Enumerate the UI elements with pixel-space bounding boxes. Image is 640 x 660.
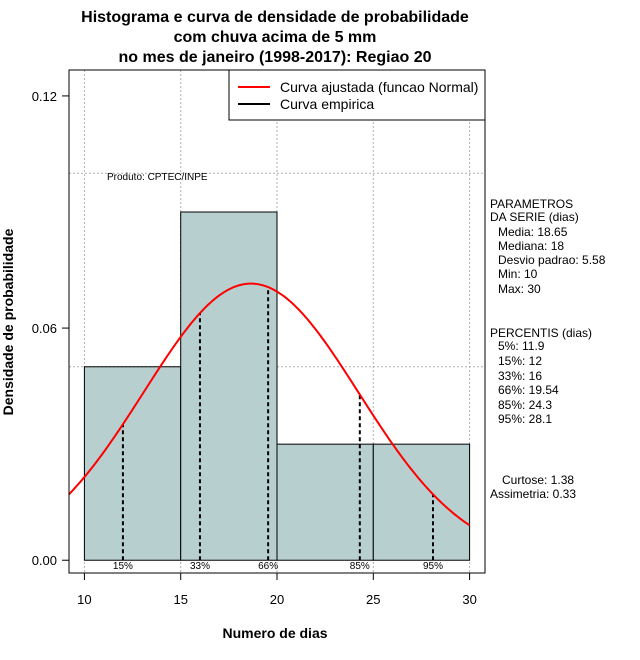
title-line-2: com chuva acima de 5 mm [174, 29, 377, 46]
title-line-1: Histograma e curva de densidade de proba… [81, 9, 469, 26]
percentile-label-66: 66% [258, 561, 278, 572]
y-axis-title: Densidade de probabilidade [0, 228, 16, 415]
param-max: Max: 30 [498, 282, 541, 296]
x-tick-label-30: 30 [462, 592, 476, 607]
percentil-66: 66%: 19.54 [498, 383, 559, 397]
curtose: Curtose: 1.38 [502, 473, 574, 487]
legend: Curva ajustada (funcao Normal) Curva emp… [228, 69, 486, 121]
y-tick-label-0: 0.00 [32, 553, 57, 568]
histogram-bar-3 [276, 443, 374, 561]
x-tick-label-25: 25 [366, 592, 380, 607]
legend-label-fitted: Curva ajustada (funcao Normal) [280, 79, 478, 95]
y-tick-label-1: 0.06 [32, 321, 57, 336]
percentil-95: 95%: 28.1 [498, 412, 552, 426]
percentile-lines [121, 287, 434, 561]
param-media: Media: 18.65 [498, 225, 568, 239]
product-credit: Produto: CPTEC/INPE [107, 172, 208, 183]
legend-label-empirical: Curva empirica [280, 96, 374, 112]
percentil-85: 85%: 24.3 [498, 398, 552, 412]
y-tick-label-2: 0.12 [32, 89, 57, 104]
y-axis: 0.00 0.06 0.12 [32, 89, 69, 568]
param-desvio: Desvio padrao: 5.58 [498, 253, 606, 267]
histogram-bar-2 [180, 211, 278, 561]
param-mediana: Mediana: 18 [498, 239, 564, 253]
percentile-labels: 15% 33% 66% 85% 95% [113, 561, 443, 572]
percentile-label-33: 33% [190, 561, 210, 572]
x-tick-label-15: 15 [173, 592, 187, 607]
percentil-15: 15%: 12 [498, 354, 542, 368]
params-title-2: DA SERIE (dias) [490, 210, 579, 224]
percentis-title: PERCENTIS (dias) [490, 326, 592, 340]
params-title-1: PARAMETROS [490, 197, 573, 211]
stats-panel: PARAMETROS DA SERIE (dias) Media: 18.65 … [490, 197, 606, 501]
x-axis: 10 15 20 25 30 [77, 572, 477, 607]
fitted-normal-curve [68, 282, 471, 527]
percentil-5: 5%: 11.9 [498, 339, 545, 353]
x-tick-label-20: 20 [270, 592, 284, 607]
percentile-label-85: 85% [350, 561, 370, 572]
param-min: Min: 10 [498, 267, 538, 281]
histogram-bar-4 [372, 443, 471, 561]
chart-title: Histograma e curva de densidade de proba… [81, 9, 469, 66]
legend-box [228, 69, 486, 121]
percentil-33: 33%: 16 [498, 369, 542, 383]
assimetria: Assimetria: 0.33 [490, 487, 576, 501]
percentile-label-95: 95% [423, 561, 443, 572]
title-line-3: no mes de janeiro (1998-2017): Regiao 20 [118, 49, 431, 66]
x-axis-title: Numero de dias [222, 625, 327, 641]
percentile-label-15: 15% [113, 561, 133, 572]
histogram-bars [83, 211, 471, 561]
histogram-bar-1 [83, 366, 182, 561]
x-tick-label-10: 10 [77, 592, 91, 607]
